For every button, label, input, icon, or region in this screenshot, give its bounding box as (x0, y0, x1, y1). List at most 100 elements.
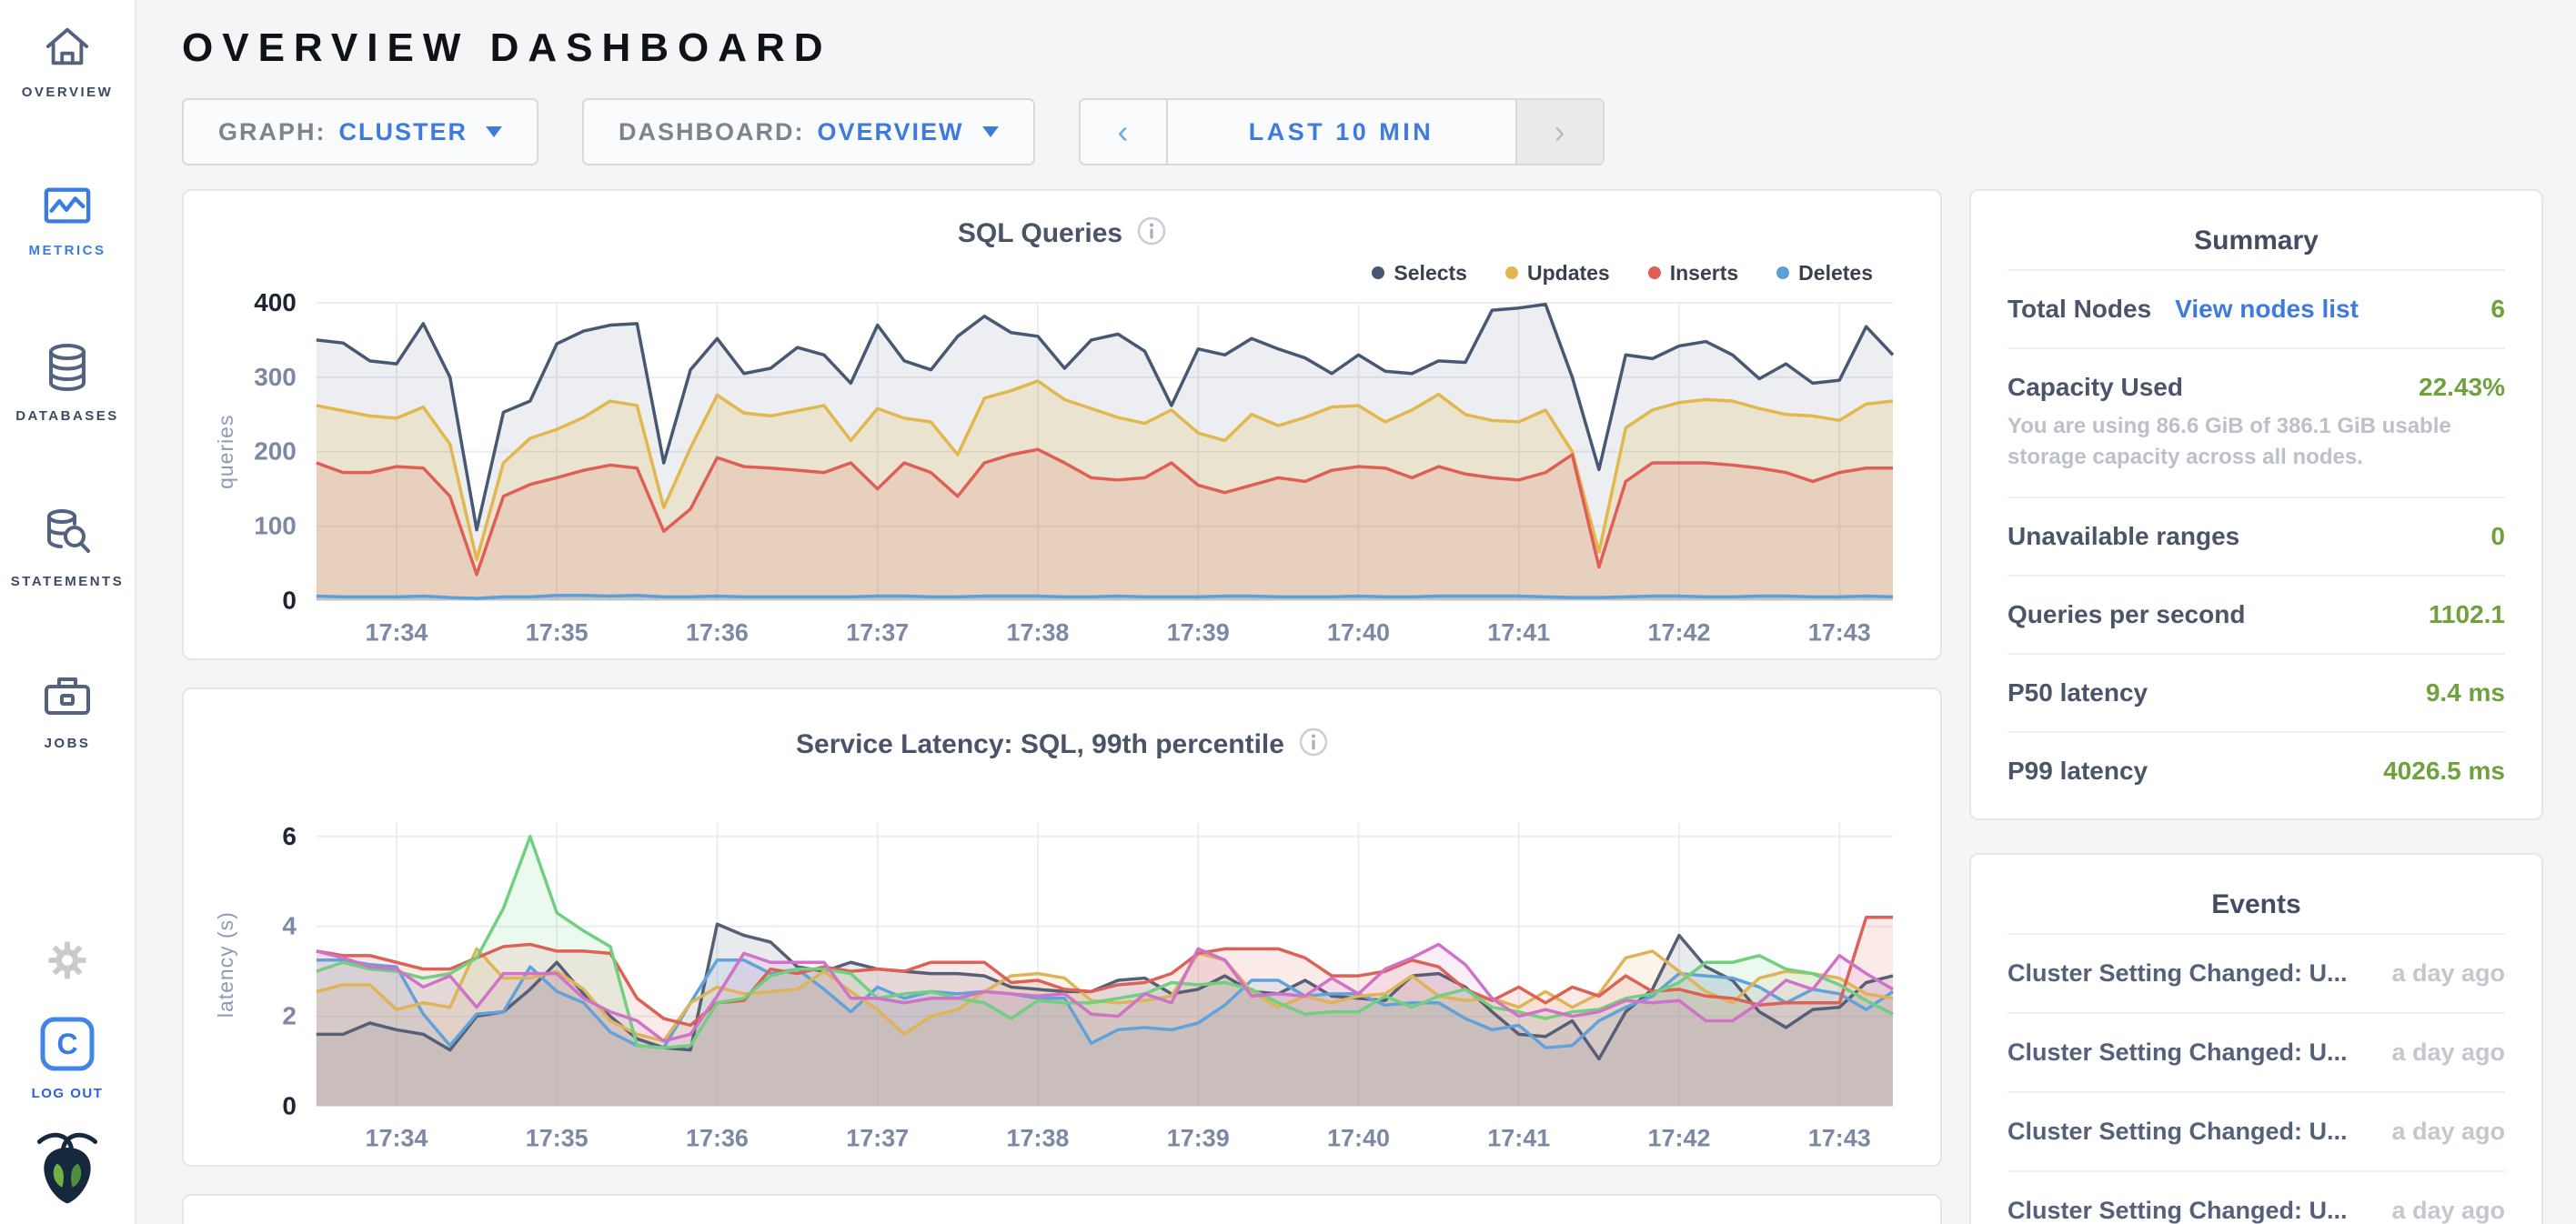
svg-text:C: C (56, 1028, 77, 1060)
sidebar-item-overview[interactable]: OVERVIEW (22, 24, 114, 100)
dashboard-dropdown-value: OVERVIEW (817, 117, 964, 145)
summary-value: 9.4 ms (2425, 678, 2505, 707)
logout-button[interactable]: C LOG OUT (32, 1016, 104, 1101)
sidebar-item-label: DATABASES (15, 408, 119, 424)
svg-text:200: 200 (254, 437, 297, 466)
svg-text:17:41: 17:41 (1487, 1125, 1550, 1152)
spacer (209, 761, 1915, 808)
legend-item-inserts[interactable]: Inserts (1647, 259, 1738, 286)
summary-value: 1102.1 (2428, 600, 2505, 629)
page-title: OVERVIEW DASHBOARD (182, 25, 832, 70)
summary-panel: Summary Total Nodes View nodes list 6 Ca… (1969, 189, 2543, 821)
sidebar-item-label: OVERVIEW (21, 85, 114, 100)
sidebar-item-label: METRICS (28, 243, 106, 258)
events-panel: Events Cluster Setting Changed: U... a d… (1969, 853, 2543, 1224)
event-row: Cluster Setting Changed: U... a day ago (2007, 1091, 2505, 1170)
svg-text:17:39: 17:39 (1167, 1125, 1230, 1152)
summary-row-capacity: Capacity Used 22.43% You are using 86.6 … (2007, 347, 2505, 497)
summary-row-p99: P99 latency 4026.5 ms (2007, 731, 2505, 809)
graph-dropdown-value: CLUSTER (338, 117, 468, 145)
logout-label: LOG OUT (31, 1086, 104, 1101)
chart-title: Service Latency: SQL, 99th percentile (796, 728, 1284, 759)
legend-item-selects[interactable]: Selects (1372, 259, 1467, 286)
svg-text:300: 300 (254, 363, 297, 391)
svg-text:2: 2 (282, 1002, 297, 1030)
svg-text:17:36: 17:36 (686, 1125, 749, 1152)
svg-text:17:41: 17:41 (1487, 618, 1550, 646)
summary-row-qps: Queries per second 1102.1 (2007, 575, 2505, 653)
svg-text:17:34: 17:34 (366, 1125, 428, 1152)
dashboard-dropdown[interactable]: DASHBOARD: OVERVIEW (582, 98, 1035, 166)
svg-text:0: 0 (282, 1092, 297, 1120)
svg-text:17:38: 17:38 (1007, 1125, 1070, 1152)
events-title: Events (2211, 889, 2301, 920)
event-row: Cluster Setting Changed: U... a day ago (2007, 1170, 2505, 1224)
summary-title: Summary (2194, 226, 2319, 256)
replicas-chart-card: Replicas per Node 1.6k (182, 1193, 1942, 1224)
svg-text:17:40: 17:40 (1327, 1125, 1390, 1152)
home-icon (43, 24, 92, 74)
metrics-icon (43, 184, 92, 232)
sidebar-item-metrics[interactable]: METRICS (29, 184, 106, 258)
svg-text:17:35: 17:35 (526, 618, 589, 646)
sql-queries-chart-card: SQL Queries Selects Updates Inserts Dele… (182, 189, 1942, 661)
sql-queries-plot: 17:34 17:35 17:36 17:37 17:38 17:39 17:40 17:41… (209, 288, 1915, 653)
time-prev-button[interactable]: ‹ (1081, 100, 1168, 164)
time-next-button: › (1514, 100, 1603, 164)
svg-text:17:34: 17:34 (366, 618, 428, 646)
svg-text:17:37: 17:37 (846, 1125, 909, 1152)
info-icon[interactable] (1299, 727, 1328, 761)
sidebar-item-databases[interactable]: DATABASES (15, 342, 119, 424)
service-latency-chart-card: Service Latency: SQL, 99th percentile 17… (182, 687, 1942, 1167)
sidebar-item-statements[interactable]: STATEMENTS (11, 507, 124, 589)
chart-legend: Selects Updates Inserts Deletes (209, 259, 1873, 286)
event-row: Cluster Setting Changed: U... a day ago (2007, 933, 2505, 1012)
sidebar: OVERVIEW METRICS DATABASES (0, 0, 136, 1224)
svg-text:latency (s): latency (s) (214, 912, 237, 1018)
svg-text:17:38: 17:38 (1007, 618, 1070, 646)
view-nodes-list-link[interactable]: View nodes list (2175, 295, 2359, 323)
summary-row-unavailable-ranges: Unavailable ranges 0 (2007, 497, 2505, 575)
legend-item-deletes[interactable]: Deletes (1776, 259, 1873, 286)
time-range-selector: ‹ LAST 10 MIN › (1078, 98, 1605, 166)
svg-text:17:42: 17:42 (1648, 618, 1711, 646)
legend-item-updates[interactable]: Updates (1504, 259, 1610, 286)
content-row: SQL Queries Selects Updates Inserts Dele… (182, 189, 2543, 1224)
sidebar-item-jobs[interactable]: JOBS (42, 673, 93, 751)
summary-value: 22.43% (2419, 373, 2505, 401)
svg-text:400: 400 (254, 288, 297, 316)
dashboard-dropdown-label: DASHBOARD: (619, 117, 805, 145)
side-column: Summary Total Nodes View nodes list 6 Ca… (1969, 189, 2543, 1224)
sidebar-item-label: STATEMENTS (10, 574, 125, 589)
summary-value: 4026.5 ms (2383, 757, 2505, 786)
svg-text:100: 100 (254, 512, 297, 540)
service-latency-plot: 17:34 17:35 17:36 17:37 17:38 17:39 17:40 17:41… (209, 808, 1915, 1159)
graph-dropdown-label: GRAPH: (218, 117, 327, 145)
summary-value: 0 (2490, 522, 2505, 551)
info-icon[interactable] (1137, 216, 1166, 250)
time-range-value[interactable]: LAST 10 MIN (1248, 117, 1434, 145)
toolbar: GRAPH: CLUSTER DASHBOARD: OVERVIEW ‹ LAS… (182, 98, 2543, 166)
svg-text:17:40: 17:40 (1327, 618, 1390, 646)
svg-text:queries: queries (214, 415, 237, 489)
cockroach-logo[interactable] (31, 1129, 104, 1209)
svg-text:17:39: 17:39 (1167, 618, 1230, 646)
charts-column: SQL Queries Selects Updates Inserts Dele… (182, 189, 1942, 1224)
summary-row-total-nodes: Total Nodes View nodes list 6 (2007, 269, 2505, 347)
chart-title: SQL Queries (957, 217, 1123, 248)
chevron-down-icon (981, 126, 999, 137)
settings-gear-icon[interactable] (47, 940, 87, 985)
legend-dot (1504, 266, 1518, 279)
chart-header: SQL Queries (209, 209, 1915, 250)
chart-header: Service Latency: SQL, 99th percentile (209, 707, 1915, 761)
graph-dropdown[interactable]: GRAPH: CLUSTER (182, 98, 538, 166)
legend-dot (1372, 266, 1385, 279)
statements-icon (42, 507, 93, 563)
sidebar-item-label: JOBS (44, 736, 91, 751)
svg-text:17:36: 17:36 (686, 618, 749, 646)
legend-dot (1647, 266, 1661, 279)
summary-row-p50: P50 latency 9.4 ms (2007, 653, 2505, 731)
legend-dot (1776, 266, 1790, 279)
svg-text:4: 4 (282, 912, 297, 940)
event-row: Cluster Setting Changed: U... a day ago (2007, 1012, 2505, 1091)
